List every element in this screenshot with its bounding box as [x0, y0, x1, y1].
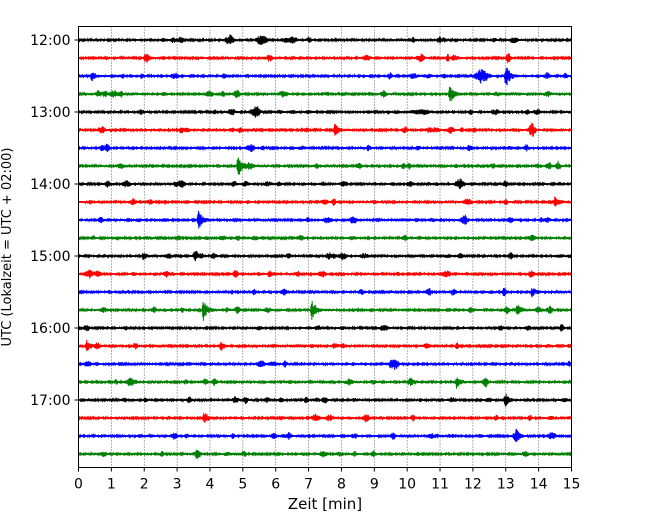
x-tick-label: 12 — [464, 477, 482, 493]
x-tick-label: 11 — [431, 477, 449, 493]
y-axis-label: UTC (Lokalzeit = UTC + 02:00) — [0, 148, 15, 347]
trace-1630 — [78, 359, 572, 371]
y-tick-label: 13:00 — [30, 105, 70, 121]
plot-frame — [78, 26, 572, 468]
trace-layer — [78, 34, 572, 459]
x-tick-label: 2 — [140, 477, 149, 493]
x-axis: 0 1 2 3 4 5 6 7 8 9 10 11 12 13 14 15 — [74, 467, 581, 493]
x-tick-label: 7 — [304, 477, 313, 493]
x-tick-label: 5 — [238, 477, 247, 493]
x-tick-label: 13 — [497, 477, 515, 493]
trace-1645 — [78, 377, 572, 389]
x-tick-label: 6 — [271, 477, 280, 493]
y-tick-label: 14:00 — [30, 177, 70, 193]
x-tick-label: 9 — [370, 477, 379, 493]
x-tick-label: 10 — [398, 477, 416, 493]
x-tick-label: 15 — [563, 477, 581, 493]
x-tick-label: 3 — [173, 477, 182, 493]
x-axis-label: Zeit [min] — [288, 495, 362, 513]
y-tick-label: 15:00 — [30, 249, 70, 265]
x-tick-label: 4 — [206, 477, 215, 493]
trace-1545 — [78, 301, 572, 321]
y-axis: 12:00 13:00 14:00 15:00 16:00 17:00 — [30, 33, 79, 409]
y-tick-label: 17:00 — [30, 393, 70, 409]
y-tick-label: 12:00 — [30, 33, 70, 49]
x-tick-label: 14 — [530, 477, 548, 493]
x-tick-label: 1 — [107, 477, 116, 493]
x-tick-label: 8 — [337, 477, 346, 493]
x-tick-label: 0 — [74, 477, 83, 493]
y-tick-label: 16:00 — [30, 321, 70, 337]
